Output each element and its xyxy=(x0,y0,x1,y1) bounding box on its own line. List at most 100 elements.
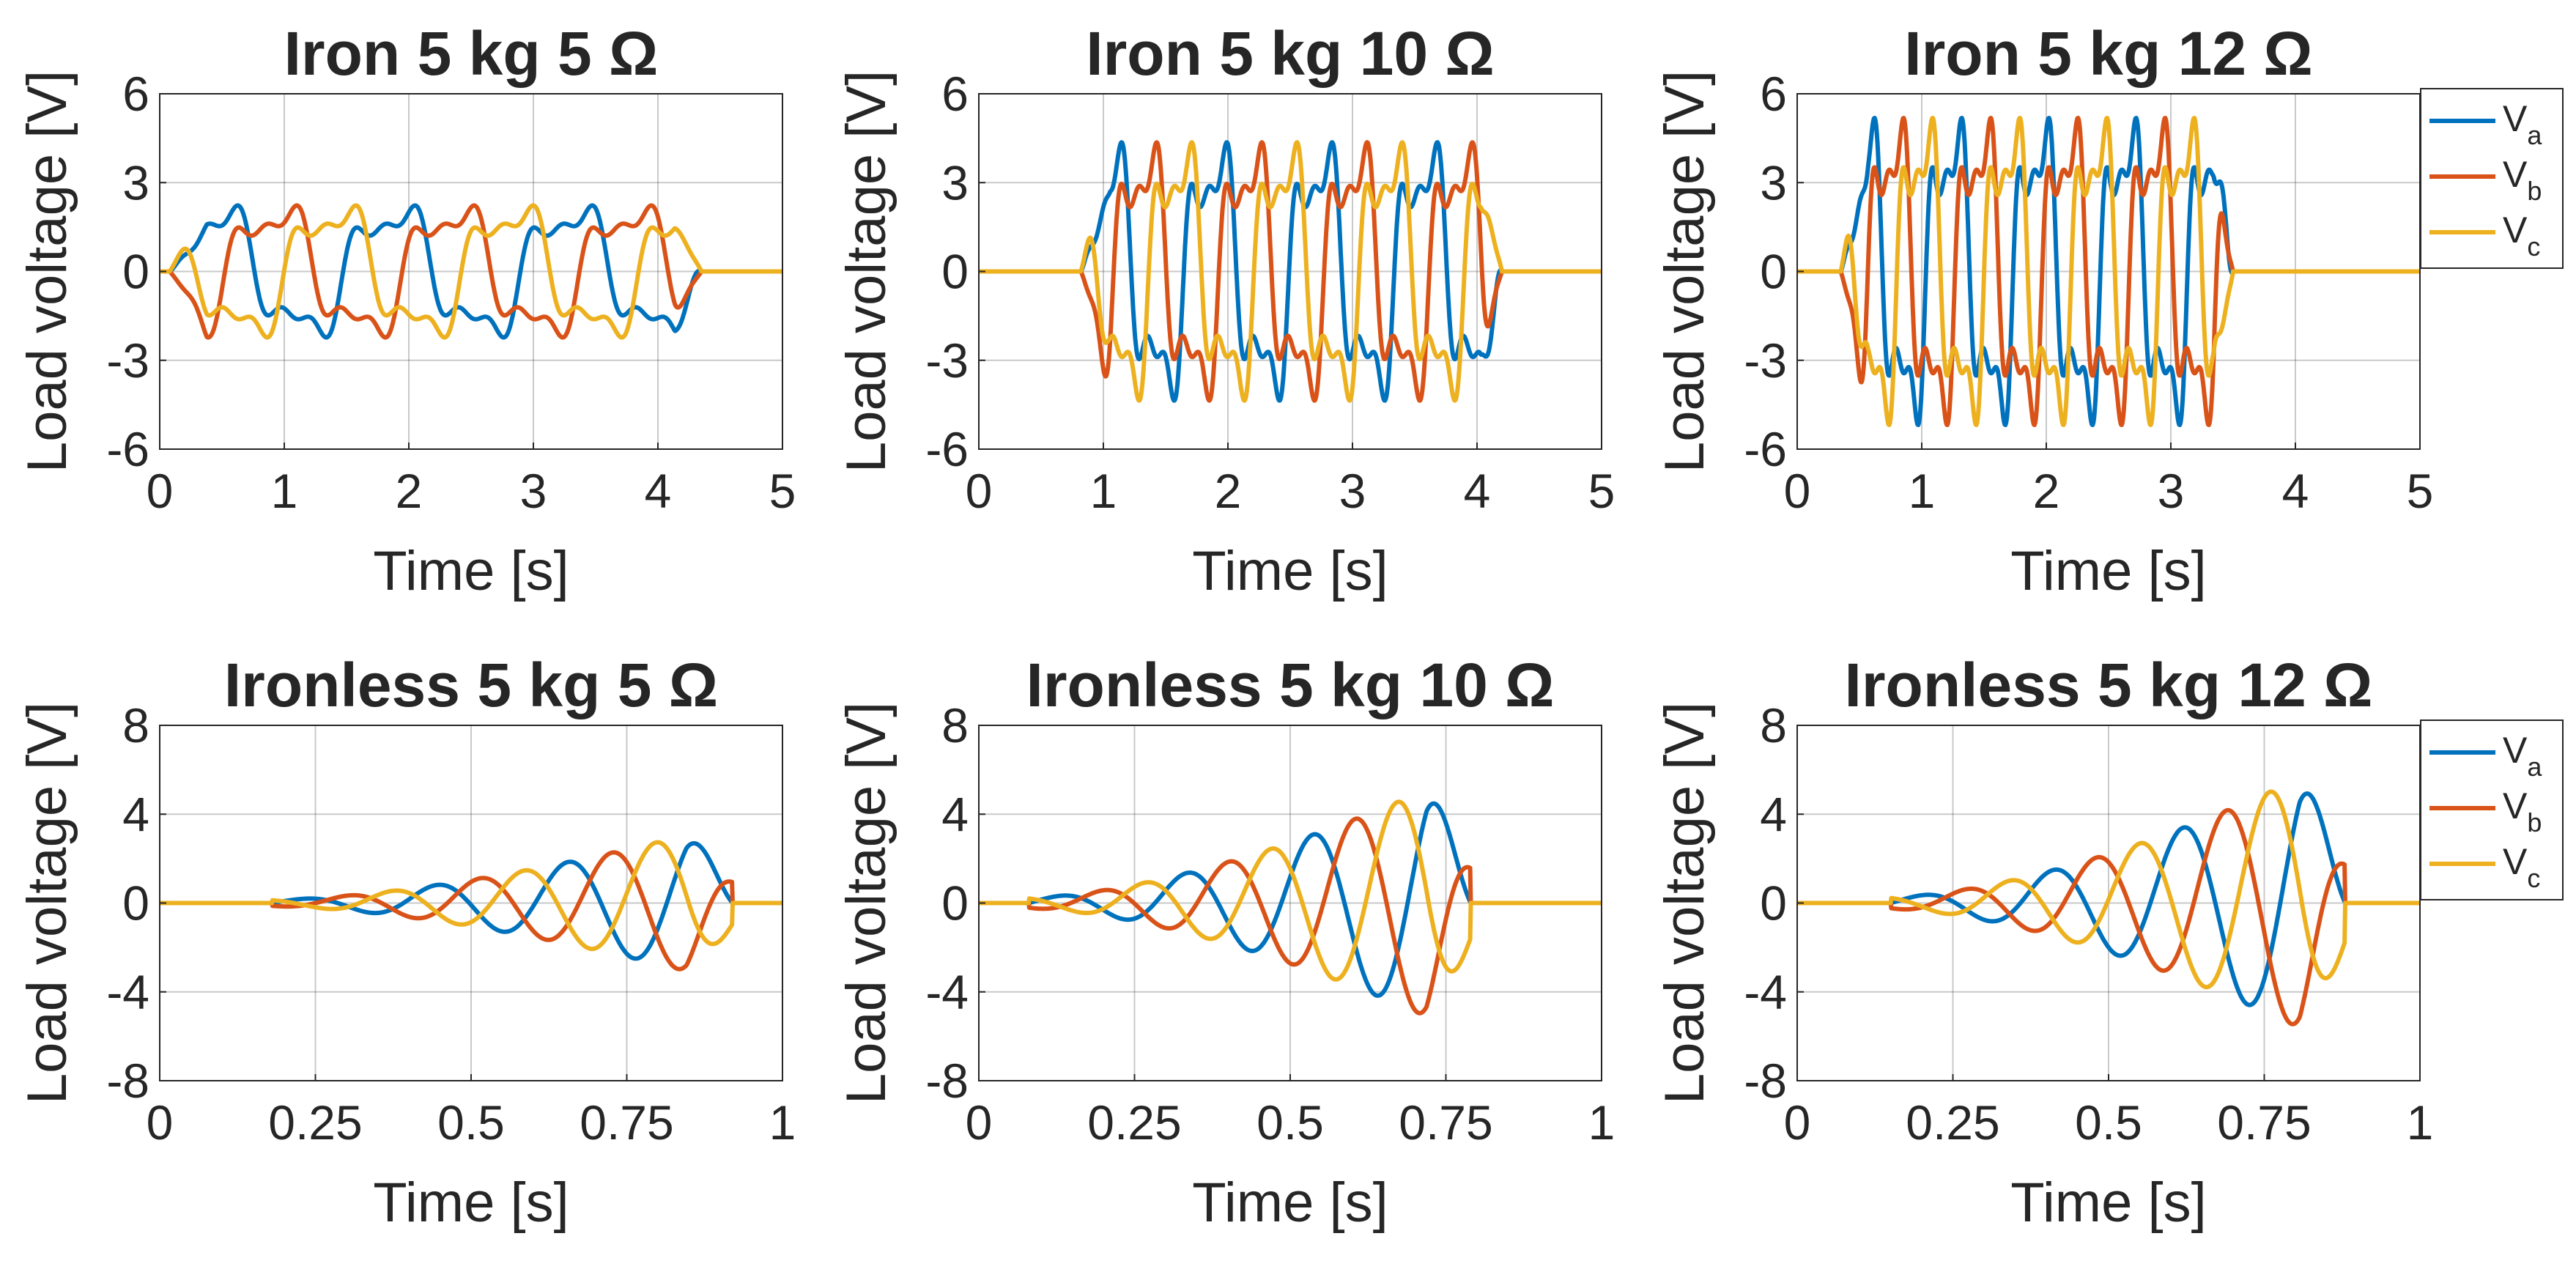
legend-label-base: V xyxy=(2503,730,2528,771)
y-tick-label: -4 xyxy=(925,965,969,1019)
y-axis-label: Load voltage [V] xyxy=(835,702,897,1104)
x-tick-label: 0.75 xyxy=(580,1095,673,1150)
legend-label-base: V xyxy=(2503,98,2528,139)
x-tick-label: 1 xyxy=(769,1095,796,1150)
y-tick-label: 3 xyxy=(941,155,969,210)
panel-1: 0 1 2 3 4 5 -6 -3 0 3 6 Iron 5 kg 5 Ω Time [s] Load v… xyxy=(16,19,796,602)
panel-title: Iron 5 kg 12 Ω xyxy=(1904,19,2313,88)
legend-label: Vb xyxy=(2503,785,2542,837)
y-tick-label: 8 xyxy=(1760,698,1787,752)
legend-label-subscript: c xyxy=(2527,863,2540,893)
panel-title: Iron 5 kg 5 Ω xyxy=(284,19,659,88)
x-tick-label: 5 xyxy=(1588,464,1615,518)
series-line-Vc xyxy=(1795,116,2422,427)
x-tick-label: 3 xyxy=(1339,464,1366,518)
y-tick-label: -3 xyxy=(925,333,969,388)
x-tick-label: 0 xyxy=(966,464,993,518)
x-axis-label: Time [s] xyxy=(1192,540,1388,602)
x-tick-label: 2 xyxy=(2033,464,2060,518)
y-tick-label: 6 xyxy=(122,67,149,121)
legend-label-base: V xyxy=(2503,785,2528,826)
legend-label-subscript: b xyxy=(2527,176,2542,206)
y-tick-label: -8 xyxy=(106,1054,149,1108)
legend-label: Va xyxy=(2503,730,2542,782)
y-tick-label: -8 xyxy=(1744,1054,1787,1108)
legend-label-subscript: a xyxy=(2527,752,2542,782)
legend-label-subscript: b xyxy=(2527,807,2542,837)
x-tick-label: 0 xyxy=(147,1095,174,1150)
x-tick-label: 0 xyxy=(1784,1095,1811,1150)
x-axis-label: Time [s] xyxy=(1192,1172,1388,1234)
panel-5: 0 0.25 0.5 0.75 1 -8 -4 0 4 8 Ironless 5 kg 10 Ω Ti… xyxy=(835,651,1615,1234)
x-tick-label: 0 xyxy=(966,1095,993,1150)
y-tick-label: 4 xyxy=(122,787,149,841)
series-line-Vc xyxy=(977,799,1604,982)
x-tick-label: 1 xyxy=(271,464,298,518)
x-tick-label: 0.5 xyxy=(2075,1095,2142,1150)
legend-label-base: V xyxy=(2503,841,2528,882)
x-tick-label: 0 xyxy=(147,464,174,518)
panel-title: Ironless 5 kg 5 Ω xyxy=(224,651,718,719)
x-tick-label: 1 xyxy=(1090,464,1117,518)
x-tick-label: 0.5 xyxy=(437,1095,505,1150)
y-tick-label: 3 xyxy=(1760,155,1787,210)
y-tick-label: 8 xyxy=(941,698,969,752)
x-tick-label: 0.25 xyxy=(1906,1095,1999,1150)
legend-label: Vc xyxy=(2503,841,2540,893)
series-line-Vc xyxy=(158,840,785,952)
y-axis-label: Load voltage [V] xyxy=(1654,702,1716,1104)
panel-title: Ironless 5 kg 10 Ω xyxy=(1026,651,1554,719)
series-line-Vb xyxy=(977,140,1604,403)
y-tick-label: -4 xyxy=(106,965,149,1019)
y-tick-label: 4 xyxy=(1760,787,1787,841)
y-tick-label: -6 xyxy=(925,422,969,476)
x-tick-label: 0.25 xyxy=(268,1095,362,1150)
y-tick-label: -4 xyxy=(1744,965,1787,1019)
x-axis-label: Time [s] xyxy=(2010,540,2206,602)
y-tick-label: 6 xyxy=(941,67,969,121)
y-tick-label: 0 xyxy=(941,876,969,931)
y-tick-label: -6 xyxy=(106,422,149,476)
panel-title: Ironless 5 kg 12 Ω xyxy=(1844,651,2372,719)
x-tick-label: 1 xyxy=(1588,1095,1615,1150)
x-tick-label: 1 xyxy=(2407,1095,2434,1150)
legend-label-base: V xyxy=(2503,210,2528,251)
legend-label-base: V xyxy=(2503,154,2528,195)
series-line-Vc xyxy=(977,140,1604,403)
x-tick-label: 5 xyxy=(2407,464,2434,518)
y-tick-label: -3 xyxy=(106,333,149,388)
legend-label-subscript: c xyxy=(2527,232,2540,262)
legend-label-subscript: a xyxy=(2527,120,2542,150)
y-tick-label: -6 xyxy=(1744,422,1787,476)
x-axis-label: Time [s] xyxy=(373,1172,569,1234)
y-axis-label: Load voltage [V] xyxy=(835,70,897,473)
panel-3: 0 1 2 3 4 5 -6 -3 0 3 6 Iron 5 kg 12 Ω Time [s] Load … xyxy=(1654,19,2564,602)
x-tick-label: 0 xyxy=(1784,464,1811,518)
y-axis-label: Load voltage [V] xyxy=(16,70,78,473)
series-line-Vb xyxy=(158,203,785,340)
x-tick-label: 2 xyxy=(396,464,423,518)
series-line-Vc xyxy=(1795,789,2422,990)
x-tick-label: 4 xyxy=(2282,464,2309,518)
y-tick-label: 0 xyxy=(941,245,969,299)
x-tick-label: 3 xyxy=(2158,464,2185,518)
y-tick-label: 0 xyxy=(1760,245,1787,299)
y-tick-label: -8 xyxy=(925,1054,969,1108)
x-tick-label: 0.75 xyxy=(1399,1095,1492,1150)
panel-4: 0 0.25 0.5 0.75 1 -8 -4 0 4 8 Ironless 5 kg 5 Ω Tim… xyxy=(16,651,796,1234)
x-tick-label: 4 xyxy=(645,464,672,518)
series-line-Vb xyxy=(1795,807,2422,1026)
y-tick-label: 0 xyxy=(122,245,149,299)
x-tick-label: 1 xyxy=(1909,464,1936,518)
y-axis-label: Load voltage [V] xyxy=(16,702,78,1104)
panel-2: 0 1 2 3 4 5 -6 -3 0 3 6 Iron 5 kg 10 Ω Time [s] Load … xyxy=(835,19,1615,602)
y-tick-label: -3 xyxy=(1744,333,1787,388)
y-tick-label: 0 xyxy=(122,876,149,931)
series-line-Vc xyxy=(158,203,785,340)
x-tick-label: 0.25 xyxy=(1087,1095,1181,1150)
y-tick-label: 6 xyxy=(1760,67,1787,121)
x-tick-label: 0.75 xyxy=(2217,1095,2311,1150)
